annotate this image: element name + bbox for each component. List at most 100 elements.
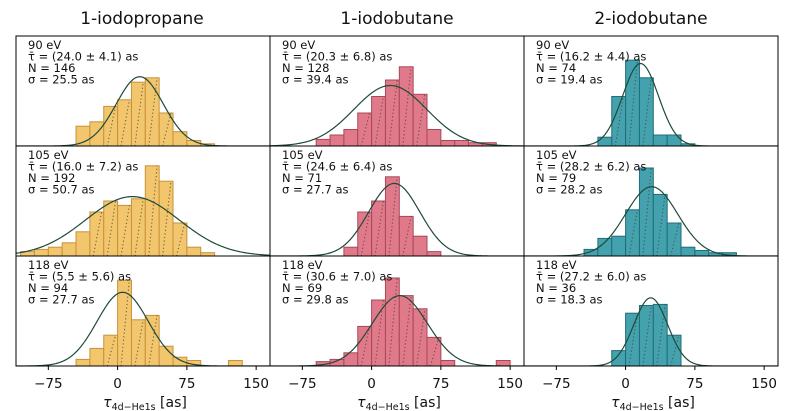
panel-annotation-line: 105 eV: [28, 148, 69, 162]
x-tick-label: 75: [432, 376, 449, 392]
x-axis-label: τ4d−He1s [as]: [611, 395, 695, 411]
histogram-bar: [638, 167, 654, 256]
histogram-bar: [227, 360, 243, 366]
histogram-bar: [329, 134, 345, 146]
panel-annotation-line: 90 eV: [28, 38, 61, 52]
panel-annotation-line: σ = 18.3 as: [536, 293, 603, 307]
histogram-bar: [117, 204, 132, 256]
histogram-bar: [398, 66, 414, 146]
panel-annotation-line: σ = 29.8 as: [282, 293, 349, 307]
histogram-bar: [666, 334, 682, 366]
panel-annotation-line: τ̄ = (5.5 ± 5.6) as: [28, 270, 131, 284]
panel-annotation-line: 118 eV: [28, 258, 69, 272]
panel-annotation-line: N = 36: [536, 281, 576, 295]
histogram-bar: [412, 93, 428, 146]
panel-2-2: 118 eVτ̄ = (27.2 ± 6.0) asN = 36σ = 18.3…: [523, 255, 779, 370]
panel-annotation-line: 105 eV: [536, 148, 577, 162]
histogram-bar: [652, 134, 668, 146]
dotted-trace: [360, 211, 371, 256]
histogram-bar: [666, 134, 682, 146]
panel-annotation-line: σ = 19.4 as: [536, 73, 603, 87]
panel-annotation-line: N = 74: [536, 61, 576, 75]
panel-annotation-line: τ̄ = (20.3 ± 6.8) as: [282, 50, 392, 64]
histogram-bar: [426, 251, 442, 256]
dotted-trace: [120, 99, 130, 146]
histogram-bar: [597, 136, 613, 146]
panel-plot-area: [270, 176, 524, 256]
histogram-bar: [357, 325, 373, 366]
histogram-bar: [398, 295, 414, 366]
x-axis-labels: τ4d−He1s [as] τ4d−He1s [as] τ4d−He1s [as]: [103, 395, 695, 411]
histogram-bar: [144, 77, 160, 146]
histogram-bar: [666, 222, 682, 256]
panel-annotation-line: N = 146: [28, 61, 76, 75]
panel-annotation-line: 118 eV: [282, 258, 323, 272]
histogram-bar: [47, 246, 63, 256]
x-tick-label: −75: [34, 376, 63, 392]
dotted-trace: [614, 96, 625, 146]
x-axis-label: τ4d−He1s [as]: [357, 395, 441, 411]
dotted-trace: [148, 77, 158, 146]
histogram-bar: [638, 77, 654, 146]
histogram-bar: [611, 350, 627, 366]
x-axis-label: τ4d−He1s [as]: [103, 395, 187, 411]
histogram-bar: [130, 319, 146, 366]
dotted-trace: [120, 205, 130, 256]
histogram-bar: [412, 308, 428, 366]
histogram-bar: [75, 231, 91, 256]
x-tick-label: −75: [288, 376, 317, 392]
histogram-bar: [611, 96, 627, 146]
x-tick-label: 75: [178, 376, 195, 392]
dotted-trace: [374, 299, 384, 366]
panel-annotation-line: σ = 25.5 as: [28, 73, 95, 87]
panel-annotation-line: 90 eV: [282, 38, 315, 52]
histogram-bar: [103, 334, 119, 366]
histogram-bar: [454, 140, 470, 146]
histogram-bar: [384, 176, 400, 256]
histogram-bar: [75, 358, 91, 366]
panel-annotation-line: σ = 27.7 as: [282, 183, 349, 197]
panel-annotation-line: 118 eV: [536, 258, 577, 272]
dotted-trace: [642, 77, 652, 146]
panel-annotation-line: N = 128: [282, 61, 330, 75]
gaussian-fit-curve: [270, 84, 524, 146]
panel-1-1: 105 eVτ̄ = (24.6 ± 6.4) asN = 71σ = 27.7…: [269, 145, 525, 257]
panel-1-2: 105 eVτ̄ = (28.2 ± 6.2) asN = 79σ = 28.2…: [523, 145, 779, 257]
x-tick-label: 0: [113, 376, 122, 392]
histogram-bar: [33, 248, 49, 256]
histogram-bar: [652, 193, 668, 256]
histogram-bar: [103, 105, 119, 146]
dotted-trace: [92, 211, 103, 256]
histogram-bar: [158, 112, 174, 146]
histogram-bar: [172, 131, 188, 146]
histogram-bar: [357, 112, 373, 146]
x-tick-label: 0: [367, 376, 376, 392]
dotted-trace: [642, 305, 652, 366]
panel-annotation-line: τ̄ = (28.2 ± 6.2) as: [536, 160, 646, 174]
dotted-trace: [429, 337, 440, 366]
dotted-trace: [388, 79, 398, 146]
histogram-bar: [426, 129, 442, 146]
histogram-bar: [75, 125, 91, 146]
panel-annotation-line: N = 192: [28, 171, 76, 185]
panel-annotation-line: N = 71: [282, 171, 322, 185]
panel-plot-area: [524, 297, 778, 366]
histogram-bar: [130, 198, 146, 256]
panel-0-2: 90 eVτ̄ = (16.2 ± 4.4) asN = 74σ = 19.4 …: [523, 35, 779, 147]
histogram-bar: [384, 79, 400, 146]
histogram-bar: [172, 222, 188, 256]
panel-annotation-line: τ̄ = (30.6 ± 7.0) as: [282, 270, 392, 284]
panel-annotation-line: σ = 39.4 as: [282, 73, 349, 87]
x-tick-label: 150: [497, 376, 523, 392]
panel-2-0: 118 eVτ̄ = (5.5 ± 5.6) asN = 94σ = 27.7 …: [15, 255, 271, 370]
histogram-bar: [625, 59, 640, 146]
panel-annotation-line: σ = 50.7 as: [28, 183, 95, 197]
dotted-trace: [416, 308, 426, 366]
gaussian-fit-curve: [16, 195, 270, 256]
histogram-bar: [371, 96, 386, 146]
panel-annotation-line: τ̄ = (24.0 ± 4.1) as: [28, 50, 138, 64]
histogram-bar: [144, 314, 160, 366]
x-tick-label: 75: [686, 376, 703, 392]
dotted-trace: [148, 165, 158, 256]
